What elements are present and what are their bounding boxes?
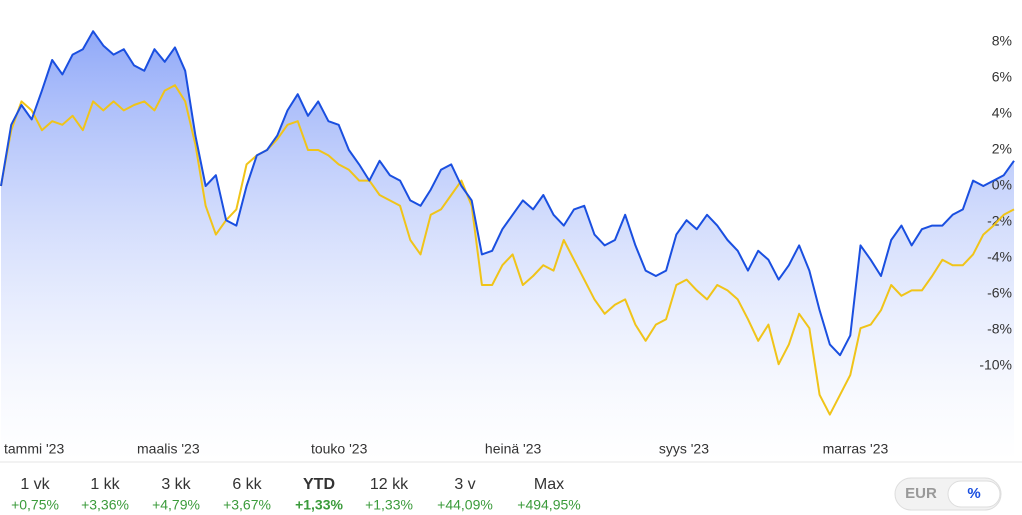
toggle-label[interactable]: % [967,485,980,502]
y-tick-label: 2% [992,141,1012,157]
y-tick-label: -8% [987,321,1012,337]
series-line [0,30,1015,357]
area [1,31,1014,460]
y-tick-label: 8% [992,33,1012,49]
period-button[interactable]: YTD +1,33% [285,470,353,513]
y-tick-label: 6% [992,69,1012,85]
y-tick-label: 4% [992,105,1012,121]
x-tick-label: tammi '23 [4,441,64,457]
period-label: YTD [303,476,335,493]
period-button[interactable]: 12 kk +1,33% [355,470,423,513]
period-button[interactable]: 3 v +44,09% [431,470,499,513]
y-tick-label: 0% [992,177,1012,193]
period-label: Max [534,476,564,493]
period-label: 6 kk [232,476,262,493]
period-change: +1,33% [365,497,413,513]
x-tick-label: touko '23 [311,441,368,457]
period-change: +3,36% [81,497,129,513]
period-change: +494,95% [517,497,580,513]
period-change: +3,67% [223,497,271,513]
y-tick-label: -10% [979,357,1012,373]
toggle-label[interactable]: EUR [905,485,937,502]
period-button[interactable]: Max +494,95% [515,470,583,513]
y-tick-label: -4% [987,249,1012,265]
period-label: 3 v [454,476,475,493]
period-label: 1 vk [20,476,50,493]
y-tick-label: -6% [987,285,1012,301]
x-tick-label: syys '23 [659,441,709,457]
x-tick-label: marras '23 [823,441,889,457]
period-change: +1,33% [295,497,343,513]
period-label: 12 kk [370,476,409,493]
period-button[interactable]: 1 vk +0,75% [1,470,69,513]
x-tick-label: maalis '23 [137,441,200,457]
period-button[interactable]: 6 kk +3,67% [213,470,281,513]
toggle-selected[interactable] [947,480,1001,508]
x-tick-label: heinä '23 [485,441,542,457]
series-line [0,84,1015,416]
period-label: 1 kk [90,476,120,493]
period-label: 3 kk [161,476,191,493]
period-change: +4,79% [152,497,200,513]
period-change: +44,09% [437,497,493,513]
period-button[interactable]: 1 kk +3,36% [71,470,139,513]
period-button[interactable]: 3 kk +4,79% [142,470,210,513]
period-change: +0,75% [11,497,59,513]
